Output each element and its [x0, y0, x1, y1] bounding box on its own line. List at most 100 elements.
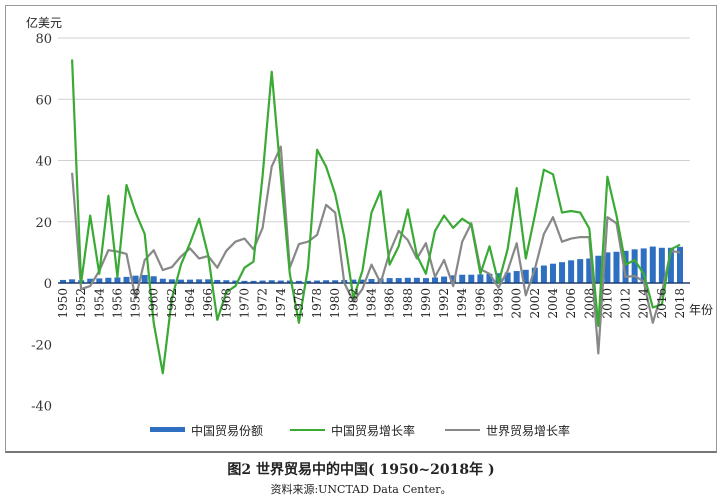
line-china-growth — [71, 59, 681, 375]
x-tick-label: 2000 — [510, 288, 524, 319]
bar-china-share — [223, 280, 230, 283]
bar-china-share — [259, 280, 266, 283]
bar-china-share — [286, 280, 293, 283]
bar-china-share — [168, 279, 175, 283]
bar-china-share — [368, 279, 375, 283]
bar-china-share — [150, 276, 157, 283]
bar-china-share — [531, 267, 538, 283]
bar-china-share — [141, 275, 148, 283]
bar-china-share — [69, 279, 76, 283]
y-tick-label: 60 — [35, 93, 52, 108]
x-tick-label: 1976 — [292, 288, 306, 319]
bar-china-share — [214, 279, 221, 283]
x-tick-label: 2004 — [546, 288, 560, 319]
bar-china-share — [413, 277, 420, 283]
x-tick-label: 1960 — [147, 288, 161, 319]
bar-china-share — [459, 274, 466, 283]
bar-china-share — [613, 251, 620, 283]
x-tick-label: 1994 — [455, 288, 469, 319]
figure-title: 图2 世界贸易中的中国( 1950~2018年 ) — [227, 462, 495, 478]
bar-china-share — [314, 280, 321, 283]
bar-china-share — [177, 279, 184, 283]
legend-label: 世界贸易增长率 — [486, 423, 570, 438]
bar-china-share — [87, 278, 94, 283]
bar-china-share — [468, 274, 475, 283]
bar-china-share — [323, 280, 330, 283]
bar-china-share — [386, 278, 393, 283]
bar-china-share — [450, 275, 457, 283]
bar-china-share — [295, 280, 302, 283]
bar-china-share — [540, 265, 547, 283]
y-tick-label: -40 — [31, 400, 52, 415]
bar-china-share — [132, 275, 139, 283]
bar-china-share — [232, 280, 239, 283]
chart-frame — [5, 5, 717, 453]
x-tick-label: 1974 — [274, 288, 288, 319]
x-tick-label: 2008 — [582, 288, 596, 319]
x-tick-label: 1996 — [473, 288, 487, 319]
bar-china-share — [604, 252, 611, 283]
y-tick-label: 40 — [35, 155, 52, 170]
bar-china-share — [250, 280, 257, 283]
bar-china-share — [595, 255, 602, 283]
bar-china-share — [422, 278, 429, 283]
bar-china-share — [277, 280, 284, 283]
x-tick-label: 1966 — [201, 288, 215, 319]
bar-china-share — [205, 279, 212, 283]
bar-china-share — [677, 246, 683, 283]
x-tick-label: 1986 — [383, 288, 397, 319]
chart-svg: 亿美元 80 60 40 20 0 -20 -40 1950 1952 1954 1956 1958 19… — [26, 15, 713, 438]
x-tick-label: 1950 — [56, 288, 70, 319]
bar-china-share — [432, 277, 439, 283]
x-tick-label: 1978 — [310, 288, 324, 319]
y-axis-label: 亿美元 — [26, 15, 62, 30]
bar-china-share — [359, 279, 366, 283]
x-tick-label: 2006 — [564, 288, 578, 319]
bar-china-share — [350, 279, 357, 283]
x-tick-label: 1952 — [74, 288, 88, 319]
bar-china-share — [332, 280, 339, 283]
bar-china-share — [504, 272, 511, 283]
x-tick-label: 1970 — [237, 288, 251, 319]
bar-china-share — [549, 263, 556, 283]
bar-china-share — [486, 273, 493, 283]
bar-china-share — [658, 247, 665, 283]
bar-china-share — [441, 276, 448, 283]
x-tick-label: 1984 — [365, 288, 379, 319]
y-tick-label: 80 — [35, 32, 52, 47]
bar-china-share — [123, 276, 130, 283]
x-tick-label: 1992 — [437, 288, 451, 319]
x-tick-label: 2002 — [528, 288, 542, 319]
x-tick-label: 1958 — [129, 288, 143, 319]
bar-china-share — [577, 259, 584, 283]
bar-china-share — [667, 247, 674, 283]
bar-china-share — [559, 262, 566, 283]
legend-label: 中国贸易增长率 — [331, 423, 415, 438]
bar-china-share — [649, 246, 656, 283]
legend-label: 中国贸易份额 — [191, 423, 263, 438]
x-tick-label: 1968 — [219, 288, 233, 319]
x-tick-label: 2014 — [637, 288, 651, 319]
x-tick-label: 1990 — [419, 288, 433, 319]
x-tick-label: 1998 — [492, 288, 506, 319]
bar-china-share — [114, 277, 121, 283]
x-tick-label: 1972 — [256, 288, 270, 319]
bar-china-share — [268, 280, 275, 283]
bar-china-share — [241, 280, 248, 283]
x-tick-label: 1954 — [92, 288, 106, 319]
bar-china-share — [495, 273, 502, 283]
bar-china-share — [622, 250, 629, 283]
bar-china-share — [568, 260, 575, 283]
bar-china-share — [522, 269, 529, 283]
x-tick-label: 1982 — [346, 288, 360, 319]
x-tick-label: 1956 — [110, 288, 124, 319]
bar-china-share — [96, 278, 103, 283]
x-tick-label: 2018 — [673, 288, 687, 319]
x-tick-label: 1964 — [183, 288, 197, 319]
x-tick-label: 1980 — [328, 288, 342, 319]
bar-china-share — [304, 280, 311, 283]
y-tick-label: -20 — [31, 338, 52, 353]
bar-china-share — [404, 277, 411, 283]
bar-china-share — [586, 258, 593, 283]
